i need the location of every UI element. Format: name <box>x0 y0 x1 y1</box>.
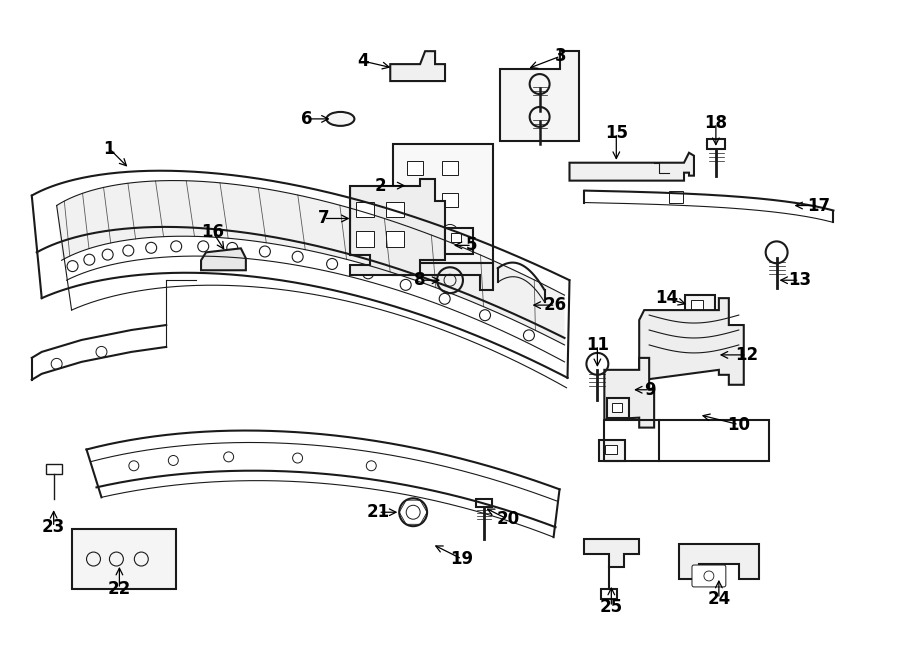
Text: 4: 4 <box>357 52 369 70</box>
Text: 11: 11 <box>586 336 609 354</box>
Text: 3: 3 <box>554 47 566 65</box>
Text: 7: 7 <box>318 209 329 228</box>
Polygon shape <box>500 51 580 141</box>
Polygon shape <box>350 179 445 275</box>
FancyBboxPatch shape <box>706 139 724 149</box>
FancyBboxPatch shape <box>393 144 493 263</box>
Text: 15: 15 <box>605 124 628 142</box>
Text: 9: 9 <box>644 381 656 399</box>
Text: 18: 18 <box>705 114 727 132</box>
Text: 10: 10 <box>727 416 751 434</box>
Text: 1: 1 <box>104 140 115 158</box>
Text: 21: 21 <box>366 503 390 521</box>
Ellipse shape <box>327 112 355 126</box>
Polygon shape <box>604 358 654 428</box>
Text: 14: 14 <box>655 289 679 307</box>
FancyBboxPatch shape <box>72 529 176 589</box>
Text: 16: 16 <box>202 223 224 242</box>
Polygon shape <box>679 544 759 579</box>
Text: 19: 19 <box>450 550 473 568</box>
Text: 6: 6 <box>301 110 312 128</box>
FancyBboxPatch shape <box>606 444 617 455</box>
Polygon shape <box>570 153 694 181</box>
FancyBboxPatch shape <box>356 201 374 218</box>
Text: 24: 24 <box>707 590 731 608</box>
FancyBboxPatch shape <box>407 193 423 207</box>
FancyBboxPatch shape <box>445 228 473 254</box>
FancyBboxPatch shape <box>46 465 61 475</box>
FancyBboxPatch shape <box>612 402 622 412</box>
Text: 25: 25 <box>599 598 623 616</box>
FancyBboxPatch shape <box>685 295 715 317</box>
Text: 26: 26 <box>544 296 567 314</box>
FancyBboxPatch shape <box>608 398 629 418</box>
Text: 12: 12 <box>735 346 759 364</box>
Text: 8: 8 <box>414 271 426 289</box>
FancyBboxPatch shape <box>451 234 461 242</box>
Text: 23: 23 <box>42 518 66 536</box>
Text: 20: 20 <box>496 510 519 528</box>
Text: 5: 5 <box>466 236 478 254</box>
FancyBboxPatch shape <box>356 232 374 248</box>
FancyBboxPatch shape <box>692 565 725 587</box>
FancyBboxPatch shape <box>669 191 683 203</box>
Polygon shape <box>639 298 743 385</box>
Polygon shape <box>393 263 493 290</box>
Text: 13: 13 <box>788 271 811 289</box>
FancyBboxPatch shape <box>442 161 458 175</box>
Text: 2: 2 <box>374 177 386 195</box>
FancyBboxPatch shape <box>407 161 423 175</box>
Polygon shape <box>201 248 246 270</box>
Polygon shape <box>584 539 639 567</box>
FancyBboxPatch shape <box>599 440 625 461</box>
Text: 17: 17 <box>807 197 830 214</box>
FancyBboxPatch shape <box>386 232 404 248</box>
Text: 22: 22 <box>108 580 131 598</box>
FancyBboxPatch shape <box>476 499 491 507</box>
FancyBboxPatch shape <box>386 201 404 218</box>
Polygon shape <box>57 181 564 345</box>
FancyBboxPatch shape <box>601 589 617 599</box>
FancyBboxPatch shape <box>691 300 703 310</box>
FancyBboxPatch shape <box>442 193 458 207</box>
Polygon shape <box>391 51 445 81</box>
